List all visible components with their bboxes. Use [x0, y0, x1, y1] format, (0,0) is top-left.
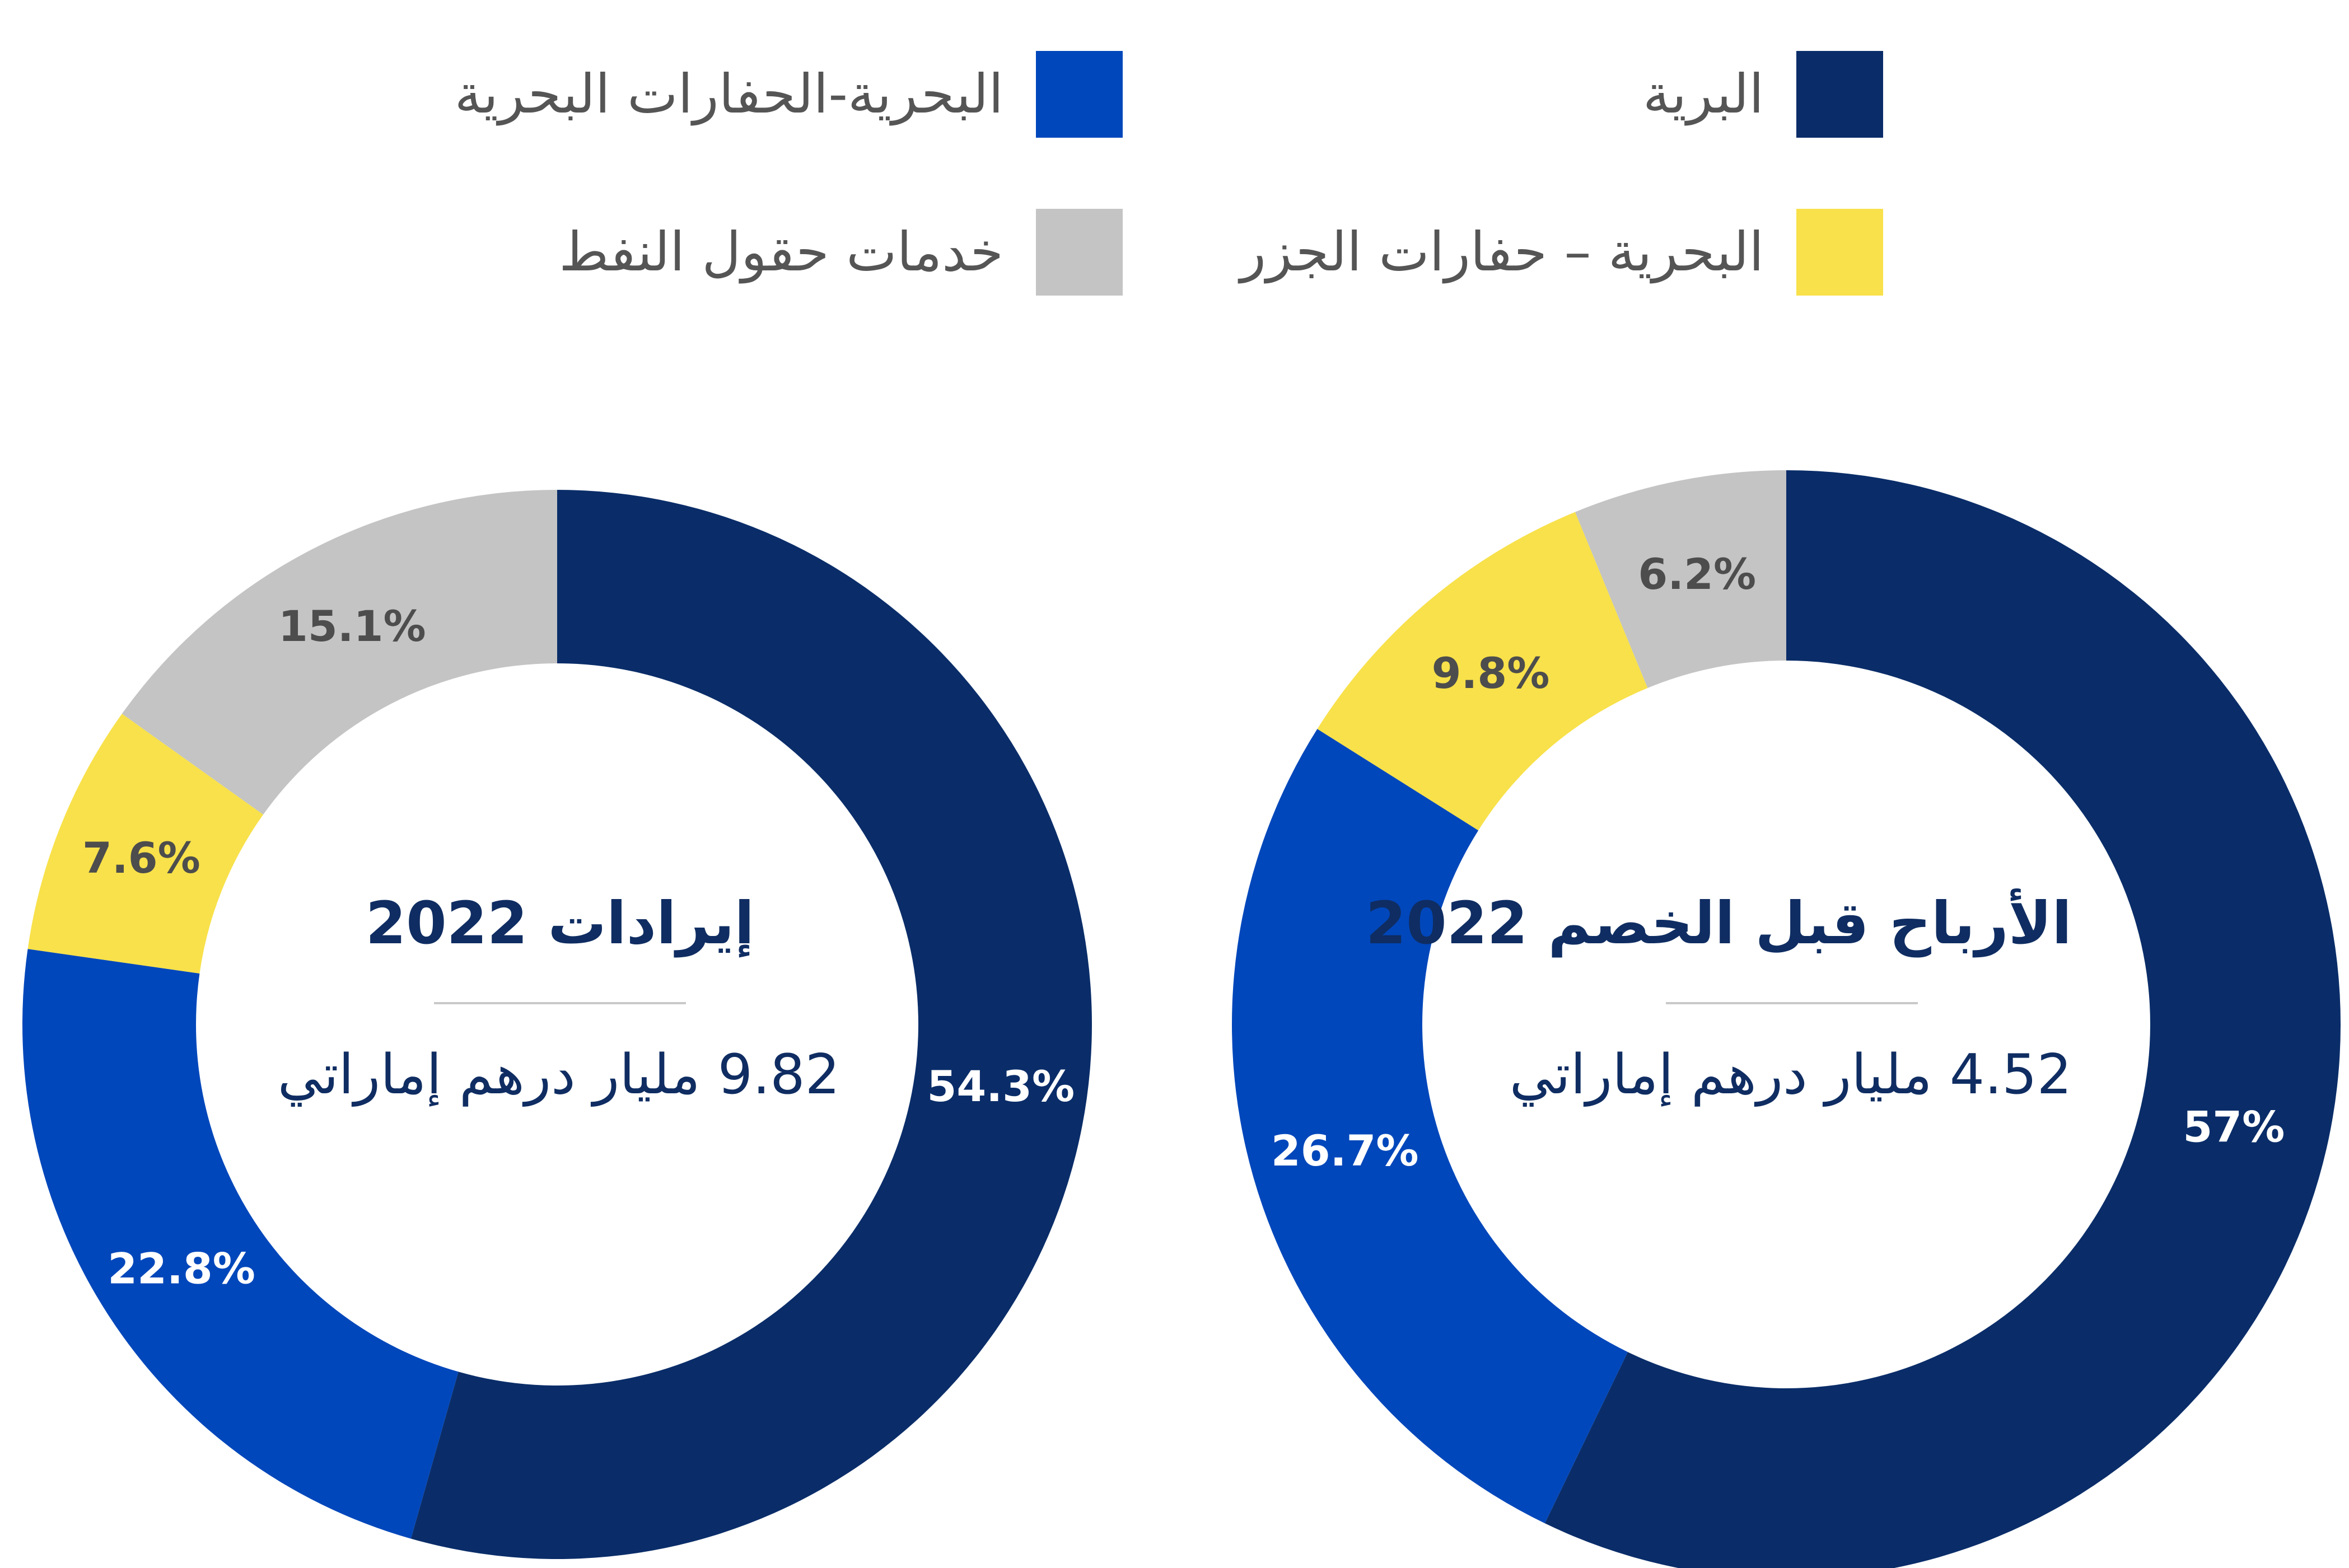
slice-offshore-island	[1317, 512, 1648, 831]
legend-item-onshore: البرية	[1643, 49, 1883, 139]
revenue-title: إيرادات 2022	[365, 889, 755, 957]
data-label-oilfield-services: 15.1%	[278, 601, 426, 651]
ebitda-subtitle: 4.52 مليار درهم إماراتي	[1509, 1042, 2072, 1107]
ebitda-donut: 57% 26.7% 9.8% 6.2%	[1232, 470, 2341, 1568]
data-label-offshore-island: 7.6%	[82, 833, 200, 883]
legend-label-offshore-jackup: البحرية-الحفارات البحرية	[454, 63, 1003, 125]
legend-item-oilfield-services: خدمات حقول النفط	[559, 207, 1123, 297]
slice-oilfield-services	[1575, 470, 1786, 688]
ebitda-divider	[1666, 1001, 1918, 1004]
revenue-center: إيرادات 2022 9.82 مليار درهم إماراتي	[277, 889, 840, 1107]
legend-swatch-oilfield-services	[1036, 208, 1123, 296]
slice-onshore	[410, 490, 1092, 1559]
slice-offshore-island	[27, 714, 264, 973]
legend-label-onshore: البرية	[1642, 63, 1764, 125]
legend-label-oilfield-services: خدمات حقول النفط	[559, 221, 1003, 283]
slice-onshore	[1544, 470, 2341, 1568]
revenue-divider	[434, 1001, 686, 1004]
data-label-oilfield-services: 6.2%	[1638, 549, 1756, 599]
data-label-onshore: 57%	[2183, 1102, 2285, 1152]
slice-oilfield-services	[122, 490, 558, 815]
ebitda-center: الأرباح قبل الخصم 2022 4.52 مليار درهم إ…	[1365, 889, 2072, 1107]
data-label-onshore: 54.3%	[927, 1061, 1075, 1111]
slice-offshore-jackup	[22, 949, 459, 1539]
data-label-offshore-island: 9.8%	[1432, 648, 1550, 698]
revenue-subtitle: 9.82 مليار درهم إماراتي	[277, 1042, 840, 1107]
legend-item-offshore-jackup: البحرية-الحفارات البحرية	[455, 49, 1123, 139]
ebitda-title: الأرباح قبل الخصم 2022	[1365, 889, 2072, 957]
slice-offshore-jackup	[1232, 729, 1628, 1524]
legend: البرية البحرية-الحفارات البحرية البحرية …	[0, 0, 2349, 336]
data-label-offshore-jackup: 26.7%	[1271, 1126, 1419, 1176]
legend-label-offshore-island: البحرية – حفارات الجزر	[1240, 221, 1764, 283]
revenue-donut: 54.3% 22.8% 7.6% 15.1%	[22, 490, 1092, 1559]
legend-swatch-offshore-island	[1796, 208, 1883, 296]
data-label-offshore-jackup: 22.8%	[108, 1243, 255, 1293]
legend-swatch-onshore	[1796, 50, 1883, 138]
legend-item-offshore-island: البحرية – حفارات الجزر	[1240, 207, 1883, 297]
legend-swatch-offshore-jackup	[1036, 50, 1123, 138]
